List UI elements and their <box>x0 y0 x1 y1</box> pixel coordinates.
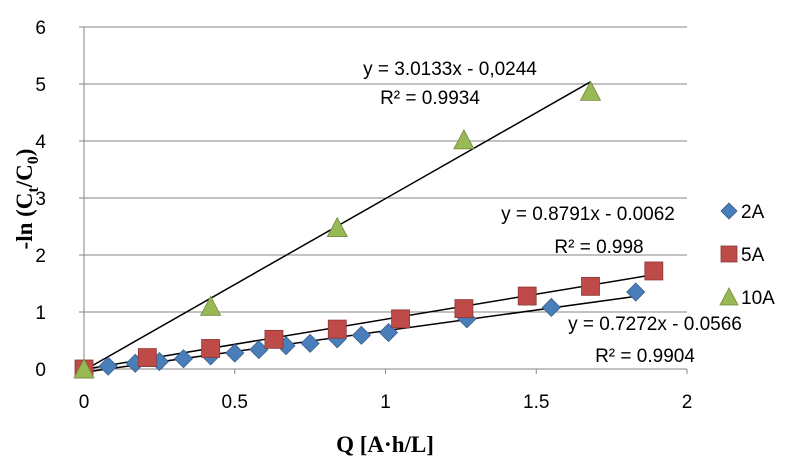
point-10A <box>579 80 602 101</box>
y-tick-label: 1 <box>35 303 46 324</box>
legend-marker-10A <box>719 287 739 306</box>
point-2A <box>626 282 646 302</box>
point-10A <box>326 216 348 238</box>
y-tick-label: 5 <box>35 75 46 96</box>
point-5A <box>201 339 221 358</box>
point-2A <box>98 356 118 376</box>
y-axis-title-sub2: 0 <box>25 156 42 164</box>
point-5A <box>644 261 664 281</box>
y-tick-label: 3 <box>35 189 46 210</box>
point-10A <box>453 129 475 150</box>
point-5A <box>264 329 284 349</box>
point-2A <box>173 349 194 369</box>
data-markers <box>73 80 664 379</box>
point-5A <box>517 286 537 306</box>
axes <box>79 26 688 374</box>
point-2A <box>225 343 245 363</box>
point-5A <box>454 299 474 318</box>
y-tick-label: 0 <box>35 360 46 381</box>
point-5A <box>327 319 347 339</box>
x-tick-label: 0.5 <box>222 392 248 413</box>
legend-label-10A: 10A <box>741 288 775 309</box>
x-tick-label: 2 <box>682 392 693 413</box>
point-10A <box>199 295 222 316</box>
legend: 2A 5A 10A <box>719 202 775 309</box>
y-axis-title-part: /C <box>12 164 37 188</box>
legend-label-2A: 2A <box>741 202 765 223</box>
y-tick-label: 4 <box>35 132 46 153</box>
r-squared-5A: R² = 0.998 <box>554 237 643 258</box>
point-2A <box>541 297 561 318</box>
y-axis-title-part: ) <box>12 149 37 157</box>
point-2A <box>351 325 371 345</box>
trendline-equation-5A: y = 0.8791x - 0.0062 <box>501 204 675 225</box>
r-squared-2A: R² = 0.9904 <box>595 346 695 367</box>
legend-marker-5A <box>720 245 738 263</box>
r-squared-10A: R² = 0.9934 <box>380 88 480 109</box>
y-axis-title: -ln (Ct/C0) <box>12 149 42 250</box>
y-tick-label: 6 <box>35 18 46 39</box>
x-tick-label: 1 <box>380 392 391 413</box>
point-5A <box>581 276 600 296</box>
trendline-equation-10A: y = 3.0133x - 0,0244 <box>363 59 537 80</box>
point-10A <box>73 358 95 379</box>
y-tick-label: 2 <box>35 246 46 267</box>
legend-label-5A: 5A <box>741 245 765 266</box>
point-5A <box>137 348 157 368</box>
trendline-equation-2A: y = 0.7272x - 0.0566 <box>568 314 742 335</box>
trendline-5A <box>83 273 654 371</box>
point-5A <box>391 309 410 329</box>
tick-labels: 0 1 2 3 4 5 6 0 0.5 1 1.5 2 <box>35 18 692 413</box>
y-axis-title-sub1: t <box>25 187 42 193</box>
x-tick-label: 0 <box>79 392 90 413</box>
point-2A <box>300 333 320 353</box>
y-axis-title-part: -ln (C <box>12 193 37 250</box>
annotations: y = 0.7272x - 0.0566 R² = 0.9904 y = 0.879… <box>363 59 742 367</box>
legend-marker-2A <box>720 202 738 220</box>
x-tick-label: 1.5 <box>523 392 549 413</box>
x-axis-title: Q [A·h/L] <box>336 432 434 457</box>
